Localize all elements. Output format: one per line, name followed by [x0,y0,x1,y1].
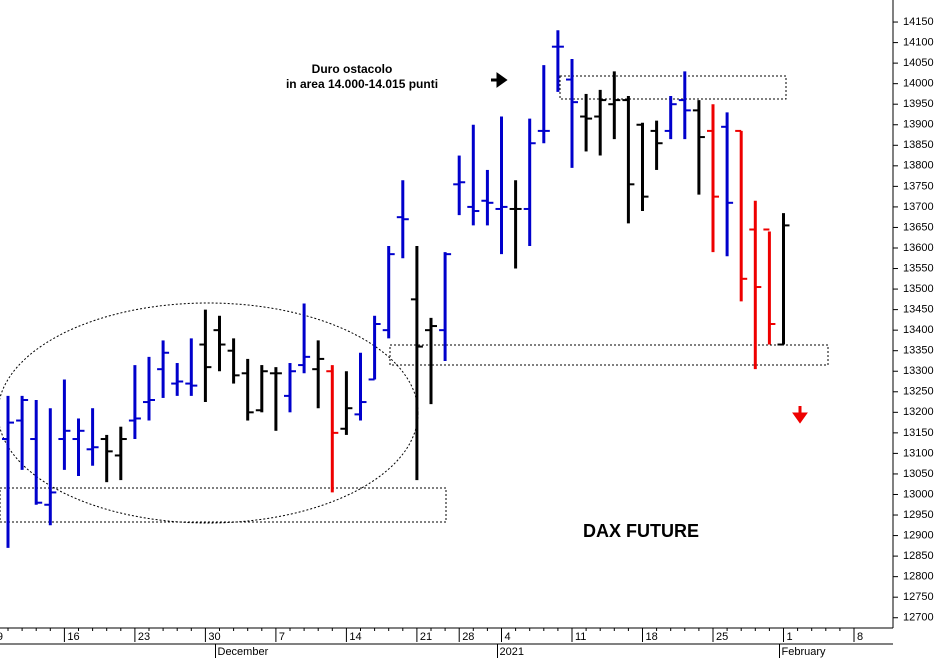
y-tick-label: 13650 [903,221,934,233]
x-tick-label: 18 [646,631,658,643]
x-tick-label: 23 [138,631,150,643]
x-tick-label: 30 [208,631,220,643]
y-tick-label: 13850 [903,139,934,151]
resistance-zone [559,75,787,100]
y-tick-label: 12700 [903,612,934,624]
y-tick-label: 13300 [903,365,934,377]
x-tick-label: 1 [787,631,793,643]
y-tick-label: 12950 [903,509,934,521]
period-label: December [218,646,269,658]
arrow-down [792,406,808,424]
x-tick-label: 25 [716,631,728,643]
period-label: 2021 [500,646,524,658]
x-tick-label: 21 [420,631,432,643]
y-tick-label: 14050 [903,57,934,69]
arrow-right [491,72,508,88]
y-tick-label: 13950 [903,98,934,110]
y-tick-label: 13050 [903,468,934,480]
x-tick-label: 14 [349,631,361,643]
x-tick-label: 7 [279,631,285,643]
y-tick-label: 13450 [903,304,934,316]
y-tick-label: 13400 [903,324,934,336]
y-tick-label: 14000 [903,78,934,90]
x-tick-label: 28 [462,631,474,643]
y-tick-label: 13600 [903,242,934,254]
x-tick-label: 8 [857,631,863,643]
y-tick-label: 12900 [903,529,934,541]
y-tick-label: 12800 [903,571,934,583]
y-tick-label: 13150 [903,427,934,439]
y-tick-label: 14150 [903,16,934,28]
chart-title: DAX FUTURE [583,521,699,541]
x-tick-label: 9 [0,631,3,643]
y-tick-label: 13350 [903,345,934,357]
y-tick-label: 14100 [903,36,934,48]
y-tick-label: 13550 [903,262,934,274]
y-tick-label: 13500 [903,283,934,295]
y-tick-label: 13200 [903,406,934,418]
annotation: Duro ostacolo [312,62,393,76]
x-tick-label: 11 [575,631,586,643]
y-tick-label: 13750 [903,180,934,192]
y-tick-label: 13250 [903,386,934,398]
y-tick-label: 13900 [903,119,934,131]
y-tick-label: 13000 [903,488,934,500]
x-tick-label: 16 [67,631,79,643]
support-zone [389,344,829,366]
y-tick-label: 12850 [903,550,934,562]
y-tick-label: 13100 [903,447,934,459]
y-tick-label: 13700 [903,201,934,213]
y-tick-label: 12750 [903,591,934,603]
x-tick-label: 4 [505,631,511,643]
annotation: in area 14.000-14.015 punti [286,77,438,91]
period-label: February [782,646,827,658]
y-tick-label: 13800 [903,160,934,172]
